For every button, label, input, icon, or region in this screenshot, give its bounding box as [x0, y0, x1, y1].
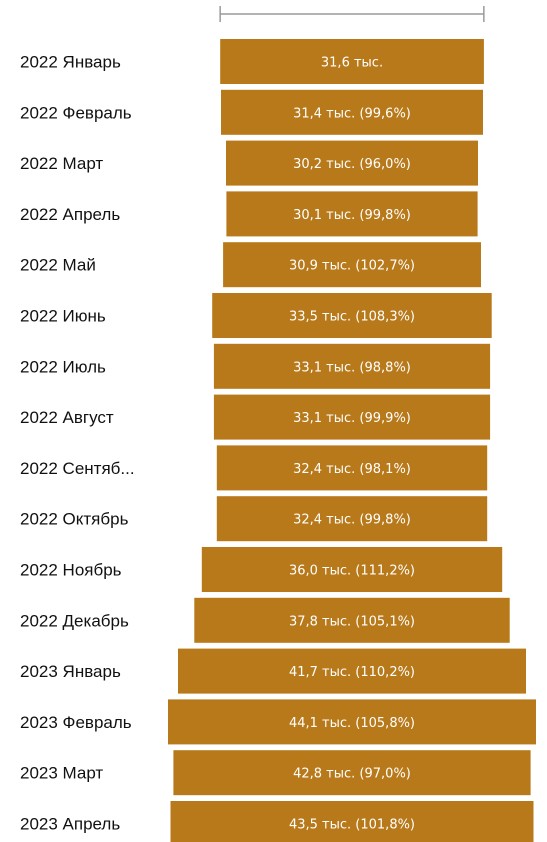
bar-value-label: 33,5 тыс. (108,3%): [289, 310, 415, 325]
category-label: 2022 Май: [20, 256, 96, 275]
bar-row: 2023 Февраль 44,1 тыс. (105,8%): [20, 699, 536, 745]
bar-row: 2022 Май 30,9 тыс. (102,7%): [20, 242, 481, 288]
bar: [226, 191, 478, 237]
bar-value-label: 31,4 тыс. (99,6%): [293, 106, 411, 121]
category-label: 2023 Февраль: [20, 713, 132, 732]
bar-row: 2022 Октябрь 32,4 тыс. (99,8%): [20, 496, 488, 542]
bar-value-label: 44,1 тыс. (105,8%): [289, 716, 415, 731]
bar-value-label: 30,2 тыс. (96,0%): [293, 157, 411, 172]
bar-value-label: 36,0 тыс. (111,2%): [289, 564, 415, 579]
bar-value-label: 41,7 тыс. (110,2%): [289, 665, 415, 680]
bar-value-label: 30,9 тыс. (102,7%): [289, 259, 415, 274]
bar: [194, 597, 510, 643]
category-label: 2022 Январь: [20, 53, 121, 72]
category-label: 2022 Декабрь: [20, 611, 129, 630]
bar-row: 2022 Ноябрь 36,0 тыс. (111,2%): [20, 547, 503, 592]
bar-row: 2022 Август 33,1 тыс. (99,9%): [20, 394, 491, 440]
bar-row: 2023 Март 42,8 тыс. (97,0%): [20, 750, 531, 796]
bar: [212, 293, 492, 338]
category-label: 2022 Ноябрь: [20, 561, 122, 580]
bar: [173, 750, 531, 796]
bar-rows: 2022 Январь 31,6 тыс. 2022 Февраль 31,4 тыс…: [20, 39, 536, 842]
bar: [213, 343, 491, 389]
scale-bracket: [219, 6, 485, 22]
bar: [220, 39, 484, 84]
bar: [178, 648, 526, 694]
bar-value-label: 43,5 тыс. (101,8%): [289, 818, 415, 833]
bar-value-label: 30,1 тыс. (99,8%): [293, 208, 411, 223]
bar-value-label: 33,1 тыс. (98,8%): [293, 360, 411, 375]
bar-row: 2022 Декабрь 37,8 тыс. (105,1%): [20, 597, 510, 643]
bar: [221, 89, 483, 135]
bar-row: 2022 Апрель 30,1 тыс. (99,8%): [20, 191, 478, 237]
category-label: 2022 Март: [20, 154, 103, 173]
bar-value-label: 32,4 тыс. (99,8%): [293, 513, 411, 528]
bar-value-label: 42,8 тыс. (97,0%): [293, 767, 411, 782]
bar-row: 2022 Январь 31,6 тыс.: [20, 39, 484, 84]
bar-value-label: 37,8 тыс. (105,1%): [289, 614, 415, 629]
bar-value-label: 33,1 тыс. (99,9%): [293, 411, 411, 426]
bar-row: 2022 Июль 33,1 тыс. (98,8%): [20, 343, 491, 389]
bar-row: 2023 Апрель 43,5 тыс. (101,8%): [20, 801, 534, 842]
bar: [170, 801, 534, 842]
bar-row: 2022 Июнь 33,5 тыс. (108,3%): [20, 293, 492, 338]
category-label: 2023 Март: [20, 764, 103, 783]
bar: [226, 140, 478, 186]
bar-row: 2022 Февраль 31,4 тыс. (99,6%): [20, 89, 483, 135]
category-label: 2022 Июнь: [20, 307, 106, 326]
category-label: 2022 Октябрь: [20, 510, 129, 529]
bar: [216, 496, 488, 542]
bar-row: 2023 Январь 41,7 тыс. (110,2%): [20, 648, 526, 694]
category-label: 2022 Февраль: [20, 103, 132, 122]
bar: [223, 242, 481, 288]
bar: [168, 699, 536, 745]
category-label: 2022 Июль: [20, 357, 106, 376]
bar: [201, 547, 503, 592]
category-label: 2022 Сентяб...: [20, 459, 135, 478]
category-label: 2022 Август: [20, 408, 114, 427]
bar-row: 2022 Март 30,2 тыс. (96,0%): [20, 140, 478, 186]
bar-value-label: 32,4 тыс. (98,1%): [293, 462, 411, 477]
category-label: 2023 Апрель: [20, 815, 120, 834]
bar-value-label: 31,6 тыс.: [321, 56, 383, 71]
category-label: 2022 Апрель: [20, 205, 120, 224]
bar-row: 2022 Сентяб... 32,4 тыс. (98,1%): [20, 445, 488, 491]
bar: [216, 445, 488, 491]
bar: [213, 394, 491, 440]
category-label: 2023 Январь: [20, 662, 121, 681]
